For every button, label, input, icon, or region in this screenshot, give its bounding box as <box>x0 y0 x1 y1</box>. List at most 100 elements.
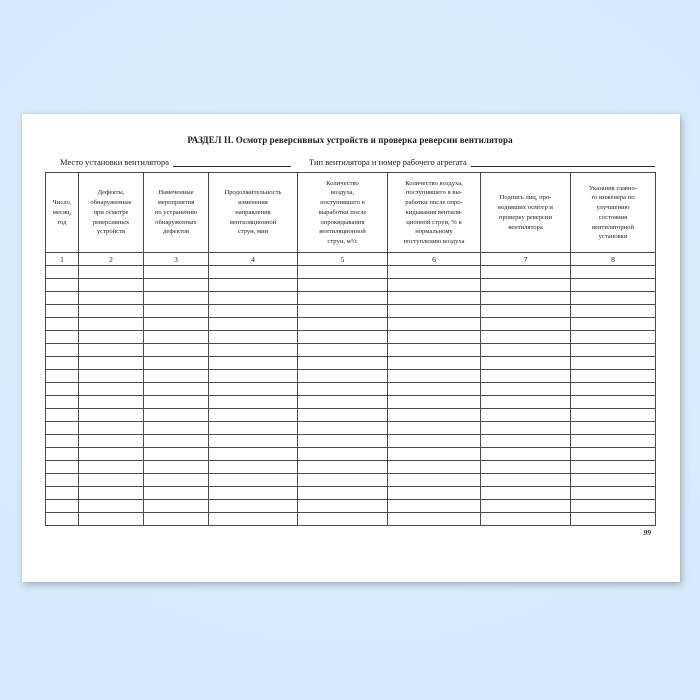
table-cell <box>480 434 571 449</box>
table-row <box>45 473 656 488</box>
table-row <box>45 512 656 527</box>
table-row <box>45 304 656 319</box>
table-cell <box>78 369 144 384</box>
table-cell <box>570 330 656 345</box>
table-row <box>45 460 656 475</box>
table-cell <box>297 408 388 423</box>
table-cell <box>78 512 144 527</box>
column-header-1: Число, месяц, год <box>45 172 79 254</box>
table-cell <box>143 343 209 358</box>
column-header-5: Количество воздуха, поступившего в выраб… <box>297 172 388 254</box>
table-cell <box>45 278 79 293</box>
table-row <box>45 356 656 371</box>
table-cell <box>143 356 209 371</box>
table-header-row: Число, месяц, год Дефекты, обнаруженные … <box>45 172 656 254</box>
table-cell <box>208 291 298 306</box>
table-cell <box>208 408 298 423</box>
table-row <box>45 343 656 358</box>
table-cell <box>78 382 144 397</box>
table-cell <box>297 278 388 293</box>
table-cell <box>480 382 571 397</box>
table-cell <box>387 421 481 436</box>
table-cell <box>45 447 79 462</box>
table-row <box>45 408 656 423</box>
table-cell <box>45 408 79 423</box>
table-cell <box>143 278 209 293</box>
table-cell <box>570 408 656 423</box>
table-cell <box>570 499 656 514</box>
table-cell <box>45 421 79 436</box>
table-cell <box>45 343 79 358</box>
table-cell <box>45 265 79 280</box>
table-cell <box>208 343 298 358</box>
table-cell <box>387 330 481 345</box>
table-cell <box>208 356 298 371</box>
table-cell <box>45 434 79 449</box>
table-cell <box>570 317 656 332</box>
table-cell <box>208 265 298 280</box>
table-cell <box>570 512 656 527</box>
table-cell <box>387 291 481 306</box>
table-cell <box>78 278 144 293</box>
table-cell <box>45 499 79 514</box>
table-cell <box>570 460 656 475</box>
table-cell <box>78 330 144 345</box>
table-cell <box>78 460 144 475</box>
column-number-4: 4 <box>208 252 298 267</box>
table-cell <box>297 486 388 501</box>
table-cell <box>143 304 209 319</box>
table-cell <box>387 278 481 293</box>
table-cell <box>570 265 656 280</box>
table-cell <box>570 291 656 306</box>
table-cell <box>208 434 298 449</box>
table-cell <box>570 369 656 384</box>
table-cell <box>387 265 481 280</box>
table-cell <box>570 382 656 397</box>
table-cell <box>78 356 144 371</box>
table-cell <box>78 395 144 410</box>
table-cell <box>208 460 298 475</box>
table-cell <box>45 512 79 527</box>
table-cell <box>387 382 481 397</box>
table-cell <box>143 265 209 280</box>
column-number-2: 2 <box>78 252 144 267</box>
column-number-8: 8 <box>570 252 656 267</box>
fan-type-blank-line <box>470 158 655 168</box>
table-cell <box>208 278 298 293</box>
column-header-2: Дефекты, обнаруженные при осмотре реверс… <box>78 172 144 254</box>
column-number-row: 1 2 3 4 5 6 7 8 <box>45 252 656 267</box>
table-row <box>45 421 656 436</box>
document-page: РАЗДЕЛ II. Осмотр реверсивных устройств … <box>22 114 680 582</box>
table-cell <box>143 447 209 462</box>
table-row <box>45 395 656 410</box>
table-row <box>45 486 656 501</box>
table-cell <box>78 499 144 514</box>
table-cell <box>297 265 388 280</box>
table-cell <box>45 356 79 371</box>
table-cell <box>480 343 571 358</box>
table-cell <box>143 512 209 527</box>
section-title: РАЗДЕЛ II. Осмотр реверсивных устройств … <box>187 135 513 145</box>
table-cell <box>387 434 481 449</box>
table-cell <box>480 278 571 293</box>
table-cell <box>143 486 209 501</box>
column-number-5: 5 <box>297 252 388 267</box>
table-cell <box>387 460 481 475</box>
table-cell <box>78 265 144 280</box>
table-cell <box>570 447 656 462</box>
table-cell <box>387 408 481 423</box>
table-cell <box>208 486 298 501</box>
fan-type-label: Тип вентилятора и номер рабочего агрегат… <box>309 157 467 167</box>
table-cell <box>480 265 571 280</box>
table-cell <box>143 434 209 449</box>
table-cell <box>143 408 209 423</box>
table-cell <box>480 304 571 319</box>
table-cell <box>208 512 298 527</box>
table-cell <box>387 447 481 462</box>
table-cell <box>480 408 571 423</box>
table-cell <box>570 434 656 449</box>
table-cell <box>208 369 298 384</box>
table-cell <box>480 317 571 332</box>
table-cell <box>297 395 388 410</box>
table-cell <box>387 473 481 488</box>
